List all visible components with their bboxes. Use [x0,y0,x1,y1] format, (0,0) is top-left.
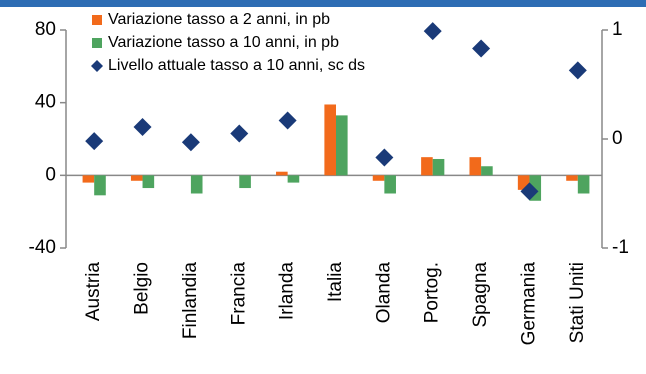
marker [133,118,152,137]
bar [82,175,95,183]
y-tick-label: 80 [35,19,56,40]
bar [324,104,336,176]
y-tick-label: 0 [45,164,56,185]
legend-label: Variazione tasso a 2 anni, in pb [108,11,330,28]
x-tick-label: Austria [83,262,104,322]
bar [421,157,433,176]
y2-tick-label: 1 [612,19,623,40]
bar [529,175,542,201]
bar [384,175,396,194]
bar [469,157,482,176]
legend-swatch [92,38,102,48]
y2-tick-label: 0 [612,128,623,149]
x-tick-label: Finlandia [180,262,201,340]
bar [372,175,385,181]
bar [566,175,578,181]
bar [481,166,493,176]
x-tick-label: Francia [228,262,249,326]
x-tick-label: Portog. [422,262,443,323]
bar [239,175,251,189]
bar [190,175,203,194]
marker [375,148,394,167]
bar [142,175,155,189]
bar [130,175,143,181]
marker [181,133,200,152]
bar [432,158,445,176]
marker [278,111,297,130]
bar [287,175,300,183]
legend-swatch [92,15,102,25]
legend-label: Variazione tasso a 10 anni, in pb [108,34,339,51]
legend-label: Livello attuale tasso a 10 anni, sc ds [108,57,365,74]
x-tick-label: Italia [325,262,346,303]
y-tick-label: 40 [35,92,56,113]
x-tick-label: Irlanda [277,262,298,321]
x-tick-label: Spagna [470,262,491,328]
marker [230,124,249,143]
marker [472,39,491,58]
x-tick-label: Stati Uniti [567,262,588,343]
x-tick-label: Belgio [132,262,153,315]
bar [517,175,530,190]
marker [520,182,539,201]
bar [94,175,106,196]
bar [276,171,288,176]
x-tick-label: Germania [518,262,539,346]
marker [423,22,442,41]
marker [85,132,104,151]
bar [577,175,590,194]
marker [568,61,587,80]
header-band [0,0,646,7]
legend-marker [91,60,103,72]
y-tick-label: -40 [29,237,56,258]
x-tick-label: Olanda [373,262,394,324]
y2-tick-label: -1 [612,237,629,258]
bar [336,115,348,176]
